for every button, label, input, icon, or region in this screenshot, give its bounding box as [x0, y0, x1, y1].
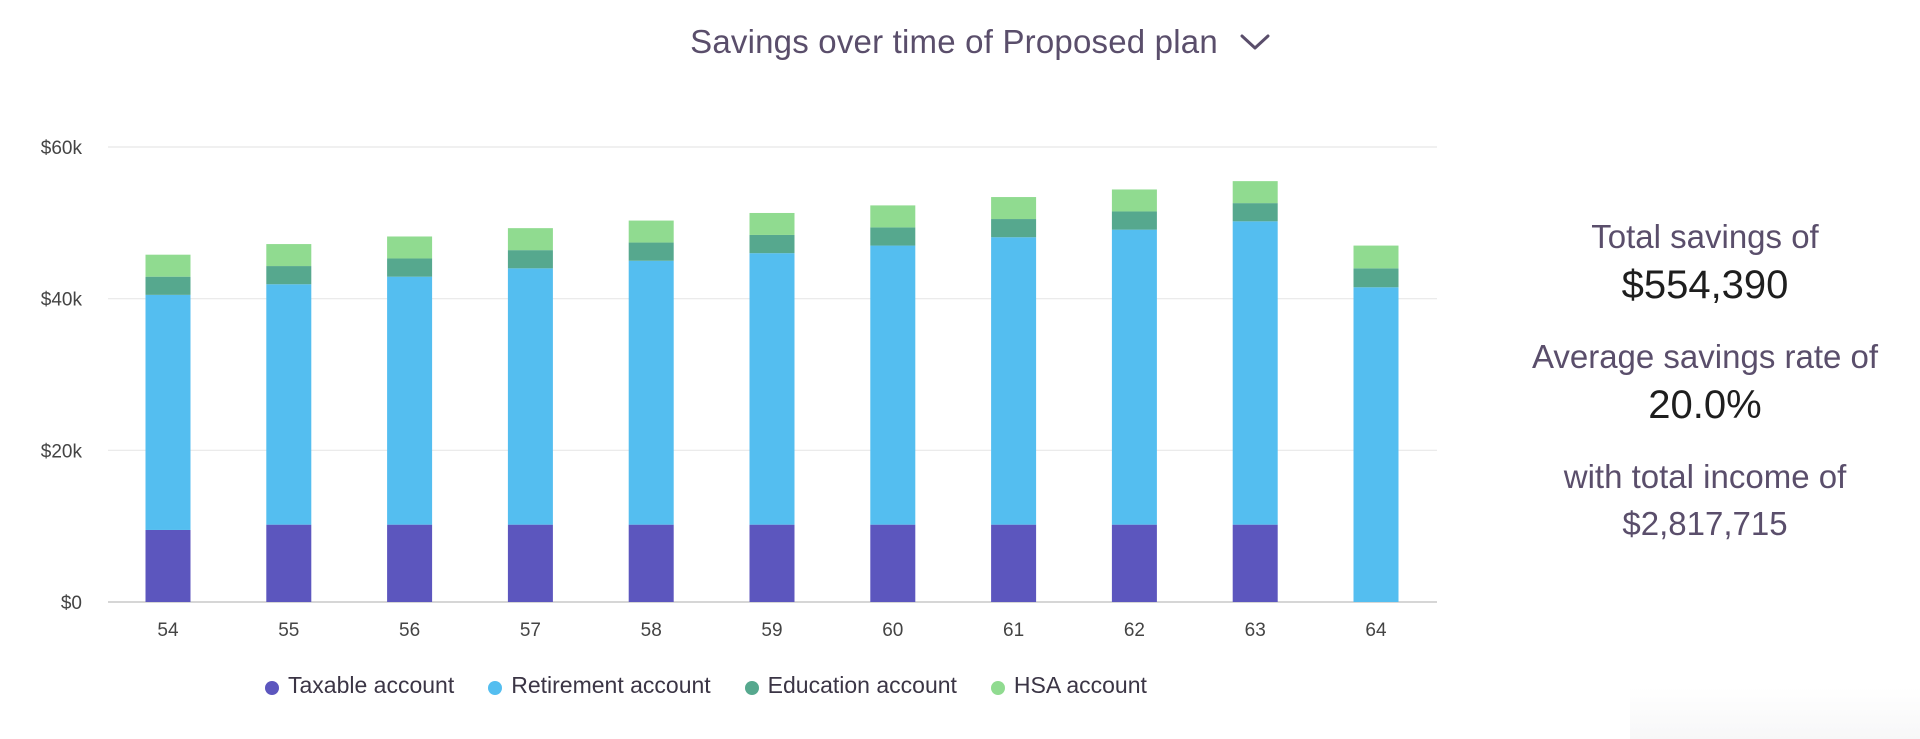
y-tick-label: $20k [41, 441, 83, 462]
legend-dot-icon [990, 680, 1005, 695]
legend-label: Education account [767, 672, 957, 698]
bar-segment-hsa-account [749, 212, 795, 235]
legend-item[interactable]: Education account [744, 672, 957, 699]
bar-segment-education-account [991, 219, 1037, 238]
legend-label: Retirement account [511, 672, 711, 698]
total-income-value: $2,817,715 [1622, 505, 1788, 542]
bar-segment-retirement-account [507, 268, 553, 525]
bar-segment-retirement-account [145, 294, 191, 530]
x-tick-label: 58 [641, 620, 662, 641]
corner-shade [1630, 687, 1920, 739]
bar-segment-hsa-account [991, 197, 1037, 220]
x-tick-label: 61 [1003, 620, 1024, 641]
legend-label: Taxable account [288, 672, 455, 698]
bar-segment-hsa-account [1111, 189, 1157, 212]
bar-segment-hsa-account [1232, 181, 1278, 204]
bar-segment-education-account [387, 258, 433, 277]
stacked-bar-chart: $0 $20k $40k $60k 54 55 56 57 58 59 60 61 62 63 64 [41, 138, 1437, 641]
bar-segment-taxable-account [749, 524, 795, 602]
bar-segment-hsa-account [145, 254, 191, 277]
total-savings-value: $554,390 [1621, 263, 1789, 307]
legend-item[interactable]: Retirement account [488, 672, 711, 699]
x-tick-label: 59 [761, 620, 782, 641]
bar-segment-education-account [628, 242, 674, 261]
legend-dot-icon [265, 680, 279, 695]
bar-segment-retirement-account [628, 260, 674, 525]
bar-segment-taxable-account [266, 524, 312, 602]
x-tick-label: 63 [1245, 620, 1266, 641]
bar-segment-retirement-account [991, 237, 1037, 525]
bar-segment-education-account [1232, 203, 1278, 222]
bar-segment-taxable-account [1232, 524, 1278, 602]
legend-item[interactable]: HSA account [990, 672, 1147, 699]
legend-item[interactable]: Taxable account [265, 672, 454, 699]
bar-segment-retirement-account [870, 245, 916, 525]
bar-segment-education-account [1111, 211, 1157, 230]
savings-rate-label: Average savings rate of [1531, 338, 1879, 375]
total-savings-label: Total savings of [1591, 218, 1819, 255]
bar-segment-retirement-account [749, 253, 795, 525]
x-tick-label: 64 [1365, 620, 1387, 641]
chart-header: Savings over time of Proposed plan [0, 18, 1920, 66]
bar-segment-education-account [145, 276, 191, 295]
legend-dot-icon [488, 680, 503, 695]
bar-segment-retirement-account [1111, 229, 1157, 525]
bar-segment-retirement-account [1232, 221, 1278, 525]
x-tick-label: 62 [1124, 620, 1145, 641]
x-tick-label: 57 [520, 620, 541, 641]
bar-segment-taxable-account [870, 524, 916, 602]
bar-segment-retirement-account [387, 276, 433, 525]
bar-segment-retirement-account [266, 284, 312, 525]
bar-segment-taxable-account [145, 529, 191, 602]
chart-title: Savings over time of Proposed plan [690, 23, 1218, 60]
x-tick-label: 56 [399, 620, 420, 641]
bar-segment-taxable-account [628, 524, 674, 602]
savings-rate-value: 20.0% [1648, 383, 1762, 427]
legend-dot-icon [744, 680, 759, 695]
savings-summary: Total savings of $554,390 Average saving… [1505, 215, 1905, 549]
bar-segment-education-account [507, 250, 553, 269]
bar-segment-hsa-account [628, 220, 674, 243]
bar-segment-taxable-account [387, 524, 433, 602]
bar-segment-retirement-account [1353, 287, 1399, 602]
bar-segment-taxable-account [1111, 524, 1157, 602]
total-income-label: with total income of [1563, 458, 1847, 495]
chevron-down-icon[interactable] [1240, 32, 1270, 52]
bar-segment-taxable-account [991, 524, 1037, 602]
bar-segment-hsa-account [507, 228, 553, 251]
x-tick-label: 60 [882, 620, 903, 641]
y-tick-label: $40k [41, 290, 83, 311]
bar-segment-hsa-account [870, 205, 916, 228]
x-tick-label: 55 [278, 620, 299, 641]
y-tick-label: $0 [61, 593, 82, 614]
legend-label: HSA account [1013, 672, 1147, 698]
bar-segment-education-account [870, 227, 916, 246]
x-tick-label: 54 [157, 620, 179, 641]
y-tick-label: $60k [41, 138, 83, 159]
bar-segment-hsa-account [387, 236, 433, 259]
bar-segment-taxable-account [507, 524, 553, 602]
bar-segment-education-account [266, 266, 312, 285]
plan-selector-dropdown[interactable]: Savings over time of Proposed plan [690, 23, 1270, 61]
bar-segment-education-account [749, 234, 795, 254]
chart-legend: Taxable account Retirement account Educati… [265, 672, 1147, 699]
bar-segment-education-account [1353, 268, 1399, 288]
bar-segment-hsa-account [1353, 245, 1399, 269]
bar-segment-hsa-account [266, 244, 312, 267]
